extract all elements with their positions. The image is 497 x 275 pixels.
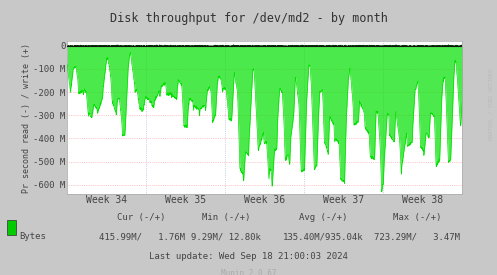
Text: RRDTOOL / TOBI OETIKER: RRDTOOL / TOBI OETIKER: [488, 69, 493, 140]
Text: 723.29M/   3.47M: 723.29M/ 3.47M: [374, 232, 461, 241]
Text: Max (-/+): Max (-/+): [393, 213, 442, 222]
Text: Min (-/+): Min (-/+): [202, 213, 250, 222]
Text: 415.99M/   1.76M: 415.99M/ 1.76M: [98, 232, 185, 241]
Text: Cur (-/+): Cur (-/+): [117, 213, 166, 222]
Text: 135.40M/935.04k: 135.40M/935.04k: [283, 232, 363, 241]
Text: Disk throughput for /dev/md2 - by month: Disk throughput for /dev/md2 - by month: [109, 12, 388, 25]
Text: Munin 2.0.67: Munin 2.0.67: [221, 270, 276, 275]
Text: Bytes: Bytes: [19, 232, 46, 241]
Text: Avg (-/+): Avg (-/+): [299, 213, 347, 222]
Text: 9.29M/ 12.80k: 9.29M/ 12.80k: [191, 232, 261, 241]
Y-axis label: Pr second read (-) / write (+): Pr second read (-) / write (+): [22, 43, 31, 192]
Text: Last update: Wed Sep 18 21:00:03 2024: Last update: Wed Sep 18 21:00:03 2024: [149, 252, 348, 261]
